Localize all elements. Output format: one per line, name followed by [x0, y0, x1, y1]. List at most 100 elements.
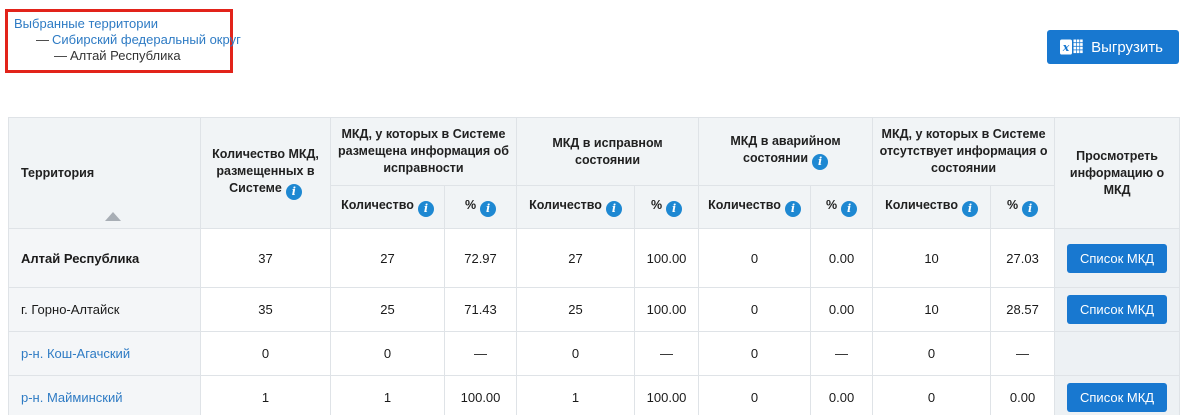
territory-cell: г. Горно-Алтайск [8, 287, 201, 332]
value-cell: — [634, 331, 700, 376]
breadcrumb-selected-territories-link[interactable]: Выбранные территории [14, 16, 159, 31]
mkd-list-button[interactable]: Список МКД [1067, 243, 1168, 273]
value-cell: 72.97 [443, 228, 518, 288]
value-cell: 10 [872, 287, 992, 332]
sort-ascending-icon[interactable] [105, 212, 121, 221]
column-header-territory[interactable]: Территория [8, 117, 201, 229]
action-cell: Список МКД [1054, 375, 1181, 415]
action-cell: Список МКД [1054, 287, 1181, 332]
subheader-count-label: Количество [529, 198, 602, 212]
value-cell: 100.00 [443, 375, 518, 415]
value-cell: 0 [516, 331, 636, 376]
subheader-percent: % i [634, 185, 700, 229]
info-icon[interactable]: i [812, 154, 829, 170]
info-icon[interactable]: i [666, 201, 683, 217]
group-header-label: МКД в исправном состоянии [552, 135, 663, 167]
subheader-count-label: Количество [708, 198, 781, 212]
subheader-percent-label: % [650, 198, 663, 212]
group-header-label: МКД, у которых в Системе размещена инфор… [338, 127, 509, 175]
excel-icon: x [1059, 37, 1083, 57]
info-icon[interactable]: i [417, 201, 434, 217]
value-cell: 100.00 [634, 228, 700, 288]
value-cell: 27 [516, 228, 636, 288]
group-header-good-condition: МКД в исправном состоянии [516, 117, 700, 186]
info-icon[interactable]: i [784, 201, 801, 217]
value-cell: 100.00 [634, 287, 700, 332]
group-header-label: МКД в аварийном состоянии [730, 134, 841, 165]
info-icon[interactable]: i [841, 201, 858, 217]
column-header-view-label: Просмотреть информацию о МКД [1069, 148, 1165, 197]
svg-text:x: x [1062, 41, 1070, 54]
selected-territories-annotation: Выбранные территории — Сибирский федераль… [5, 9, 241, 73]
mkd-list-button[interactable]: Список МКД [1067, 295, 1168, 324]
breadcrumb: — Сибирский федеральный округ [11, 32, 241, 48]
info-icon[interactable]: i [605, 201, 622, 217]
subheader-count: Количество i [698, 185, 812, 229]
breadcrumb-current-region: Алтай Республика [70, 48, 181, 63]
value-cell: 0.00 [810, 287, 874, 332]
subheader-percent: % i [443, 185, 518, 229]
value-cell: 37 [200, 228, 331, 288]
subheader-count: Количество i [330, 185, 445, 229]
group-header-emergency-condition: МКД в аварийном состоянии i [698, 117, 874, 186]
breadcrumb-federal-district-link[interactable]: Сибирский федеральный округ [52, 32, 241, 47]
group-header-no-condition-info: МКД, у которых в Системе отсутствует инф… [872, 117, 1056, 186]
subheader-percent: % i [990, 185, 1056, 229]
value-cell: 25 [330, 287, 445, 332]
value-cell: 27.03 [990, 228, 1056, 288]
group-header-label: МКД, у которых в Системе отсутствует инф… [879, 127, 1048, 175]
value-cell: — [810, 331, 874, 376]
table-row: г. Горно-Алтайск 35 25 71.43 25 100.00 0… [8, 287, 1181, 332]
value-cell: 0.00 [990, 375, 1056, 415]
info-icon[interactable]: i [961, 201, 978, 217]
subheader-count-label: Количество [341, 198, 414, 212]
value-cell: 0 [872, 375, 992, 415]
territory-link[interactable]: р-н. Майминский [21, 390, 123, 405]
value-cell: — [443, 331, 518, 376]
export-button[interactable]: x Выгрузить [1047, 30, 1179, 64]
value-cell: 100.00 [634, 375, 700, 415]
export-button-label: Выгрузить [1091, 38, 1163, 56]
breadcrumb: — Алтай Республика [11, 48, 224, 64]
value-cell: 0 [698, 375, 812, 415]
value-cell: 35 [200, 287, 331, 332]
subheader-percent-label: % [1006, 198, 1019, 212]
value-cell: 0.00 [810, 228, 874, 288]
value-cell: 0 [330, 331, 445, 376]
territory-cell: р-н. Майминский [8, 375, 201, 415]
value-cell: 0.00 [810, 375, 874, 415]
info-icon[interactable]: i [285, 184, 302, 200]
subheader-count-label: Количество [885, 198, 958, 212]
subheader-count: Количество i [872, 185, 992, 229]
info-icon[interactable]: i [480, 201, 497, 217]
value-cell: 0 [698, 331, 812, 376]
breadcrumb-dash: — [54, 48, 67, 63]
table-row: р-н. Кош-Агачский 0 0 — 0 — 0 — 0 — [8, 331, 1181, 376]
value-cell: 1 [200, 375, 331, 415]
value-cell: 0 [200, 331, 331, 376]
value-cell: 0 [698, 228, 812, 288]
value-cell: 71.43 [443, 287, 518, 332]
value-cell: 25 [516, 287, 636, 332]
value-cell: 0 [698, 287, 812, 332]
subheader-percent-label: % [825, 198, 838, 212]
mkd-list-button[interactable]: Список МКД [1067, 383, 1168, 412]
column-header-view-mkd-info: Просмотреть информацию о МКД [1054, 117, 1181, 229]
info-icon[interactable]: i [1022, 201, 1039, 217]
action-cell-empty [1054, 331, 1181, 376]
breadcrumb-dash: — [36, 32, 49, 47]
subheader-percent-label: % [464, 198, 477, 212]
value-cell: 1 [330, 375, 445, 415]
column-header-total-mkd-label: Количество МКД, размещенных в Системе [212, 147, 319, 195]
territory-cell: р-н. Кош-Агачский [8, 331, 201, 376]
value-cell: — [990, 331, 1056, 376]
subheader-count: Количество i [516, 185, 636, 229]
value-cell: 0 [872, 331, 992, 376]
territory-link[interactable]: р-н. Кош-Агачский [21, 346, 131, 361]
column-header-total-mkd: Количество МКД, размещенных в Системе i [200, 117, 331, 229]
group-header-serviceability-info: МКД, у которых в Системе размещена инфор… [329, 117, 518, 186]
column-header-territory-label: Территория [21, 165, 95, 180]
table-row: Алтай Республика 37 27 72.97 27 100.00 0… [8, 228, 1181, 288]
value-cell: 10 [872, 228, 992, 288]
value-cell: 28.57 [990, 287, 1056, 332]
